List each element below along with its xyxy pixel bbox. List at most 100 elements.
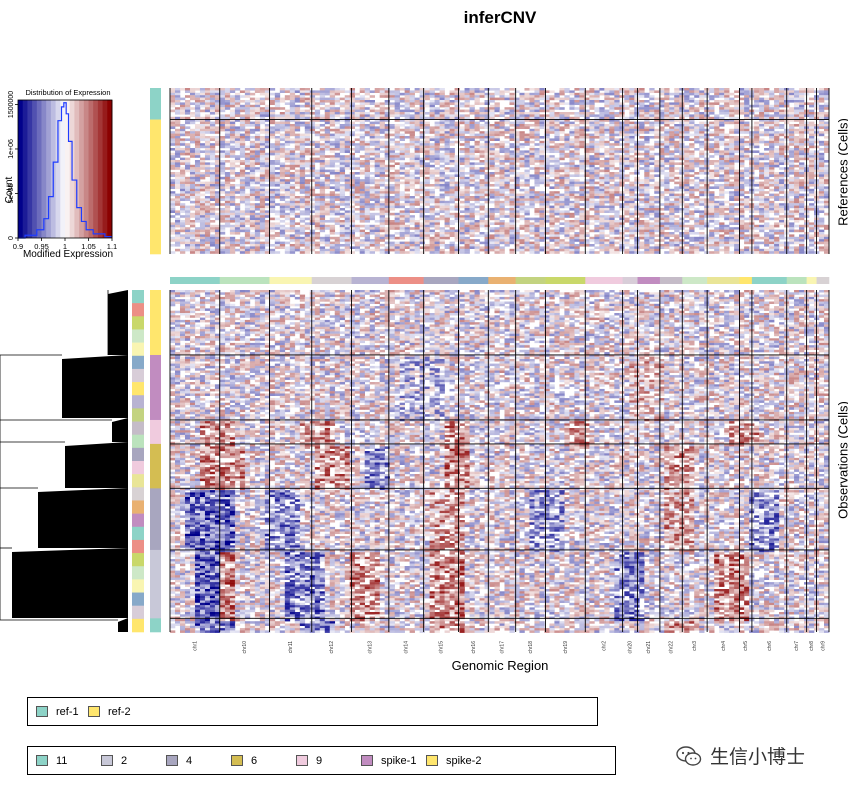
watermark-text: 生信小博士 (710, 742, 805, 769)
observation-heatmap (169, 290, 830, 633)
subcluster-annotation (132, 474, 144, 488)
color-key-y-tick: 5e+05 (8, 184, 15, 204)
dendrogram-leaf-cluster (12, 548, 128, 618)
color-key-bin (60, 100, 66, 238)
color-key-x-tick: 0.95 (34, 242, 49, 251)
legend-item-2: 2 (101, 747, 127, 774)
dendrogram-leaf-cluster (112, 418, 128, 442)
subcluster-annotation (132, 395, 144, 409)
chromosome-segment (637, 277, 661, 284)
subcluster-annotation (132, 421, 144, 435)
group-annotation-spike-2 (150, 290, 161, 356)
chromosome-segment (423, 277, 459, 284)
subcluster-annotation (132, 526, 144, 541)
legend-label: 2 (121, 755, 127, 767)
group-annotation-2 (150, 549, 161, 619)
group-annotation-9 (150, 419, 161, 445)
legend-item-spike-1: spike-1 (361, 747, 416, 774)
references-axis-label: References (Cells) (836, 118, 848, 226)
subcluster-annotation (132, 342, 144, 357)
color-key-axes: 0.9 0.95 1 1.05 1.1 0 5e+05 1e+06 1500000 (8, 91, 117, 251)
chromosome-tick-label: chr21 (646, 641, 652, 654)
chromosome-segment (806, 277, 817, 284)
expression-histogram (18, 102, 112, 239)
color-key-bin (65, 100, 71, 238)
subcluster-annotation (132, 566, 144, 580)
color-key-bin (32, 100, 38, 238)
observation-dendrogram (0, 290, 128, 632)
color-key-bin (27, 100, 33, 238)
color-key-ylabel: Count (4, 176, 15, 203)
color-key-bin (22, 100, 28, 238)
chromosome-segment (351, 277, 390, 284)
chromosome-segment (707, 277, 740, 284)
group-annotation-11 (150, 618, 161, 633)
chromosome-segment (659, 277, 683, 284)
color-key: Distribution of Expression 0.9 0.95 1 1.05 1… (4, 88, 117, 260)
chromosome-segment (515, 277, 546, 284)
subcluster-annotation (132, 461, 144, 475)
legend-item-4: 4 (166, 747, 192, 774)
subcluster-annotation (132, 408, 144, 422)
chromosome-tick-label: chr13 (368, 641, 374, 654)
dendrogram-leaf-cluster (38, 488, 128, 548)
observations-axis-label: Observations (Cells) (836, 401, 848, 519)
subcluster-annotation (132, 592, 144, 606)
subcluster-annotation (132, 553, 144, 567)
subcluster-annotation (132, 605, 144, 620)
subcluster-annotation (132, 290, 144, 304)
wechat-icon (676, 745, 702, 766)
chromosome-tick-label: chr22 (669, 641, 675, 654)
legend-item-6: 6 (231, 747, 257, 774)
legend-label: spike-2 (446, 755, 481, 767)
chromosome-tick-label: chr9 (820, 641, 826, 651)
color-key-bin (36, 100, 42, 238)
chart-title: inferCNV (0, 8, 848, 28)
x-axis-label: Genomic Region (0, 658, 848, 673)
chromosome-segment (682, 277, 708, 284)
legend-swatch (36, 706, 48, 717)
reference-legend: ref-1 ref-2 (27, 697, 598, 726)
heatmap-figure: chr1 chr10 chr11 chr12 chr13 chr14 chr15 chr16 c… (0, 88, 830, 654)
legend-swatch (231, 755, 243, 766)
subcluster-annotation (132, 303, 144, 317)
legend-swatch (426, 755, 438, 766)
chromosome-segment (458, 277, 489, 284)
legend-label: 6 (251, 755, 257, 767)
color-key-title: Distribution of Expression (25, 88, 110, 97)
legend-item-ref-2: ref-2 (88, 698, 131, 725)
chromosome-tick-label: chr3 (692, 641, 698, 651)
chromosome-tick-label: chr19 (563, 641, 569, 654)
color-key-x-tick: 0.9 (13, 242, 23, 251)
subcluster-annotation (132, 447, 144, 462)
chromosome-segment (170, 277, 221, 284)
legend-swatch (361, 755, 373, 766)
observation-secondary-annotation (132, 290, 144, 633)
color-key-bin (74, 100, 80, 238)
chromosome-segment (816, 277, 830, 284)
legend-swatch (166, 755, 178, 766)
subcluster-annotation (132, 539, 144, 554)
subcluster-annotation (132, 579, 144, 593)
color-key-bin (97, 100, 103, 238)
chromosome-segment (388, 277, 424, 284)
chromosome-tick-label: chr16 (471, 641, 477, 654)
color-key-x-tick: 1 (63, 242, 67, 251)
chromosome-tick-label: chr4 (721, 641, 727, 651)
group-annotation-spike-1 (150, 354, 161, 421)
chromosome-segment (311, 277, 352, 284)
legend-label: 4 (186, 755, 192, 767)
legend-item-11: 11 (36, 747, 67, 774)
color-key-x-tick: 1.05 (81, 242, 96, 251)
chromosome-segment (219, 277, 270, 284)
observation-legend: 11 2 4 6 9 spike-1 spike-2 (27, 746, 616, 775)
subcluster-annotation (132, 500, 144, 514)
color-key-bin (18, 100, 24, 238)
color-key-bin (107, 100, 113, 238)
color-key-x-tick: 1.1 (107, 242, 117, 251)
color-key-bin (41, 100, 47, 238)
chromosome-tick-label: chr6 (767, 641, 773, 651)
legend-item-9: 9 (296, 747, 322, 774)
legend-swatch (36, 755, 48, 766)
legend-label: spike-1 (381, 755, 416, 767)
